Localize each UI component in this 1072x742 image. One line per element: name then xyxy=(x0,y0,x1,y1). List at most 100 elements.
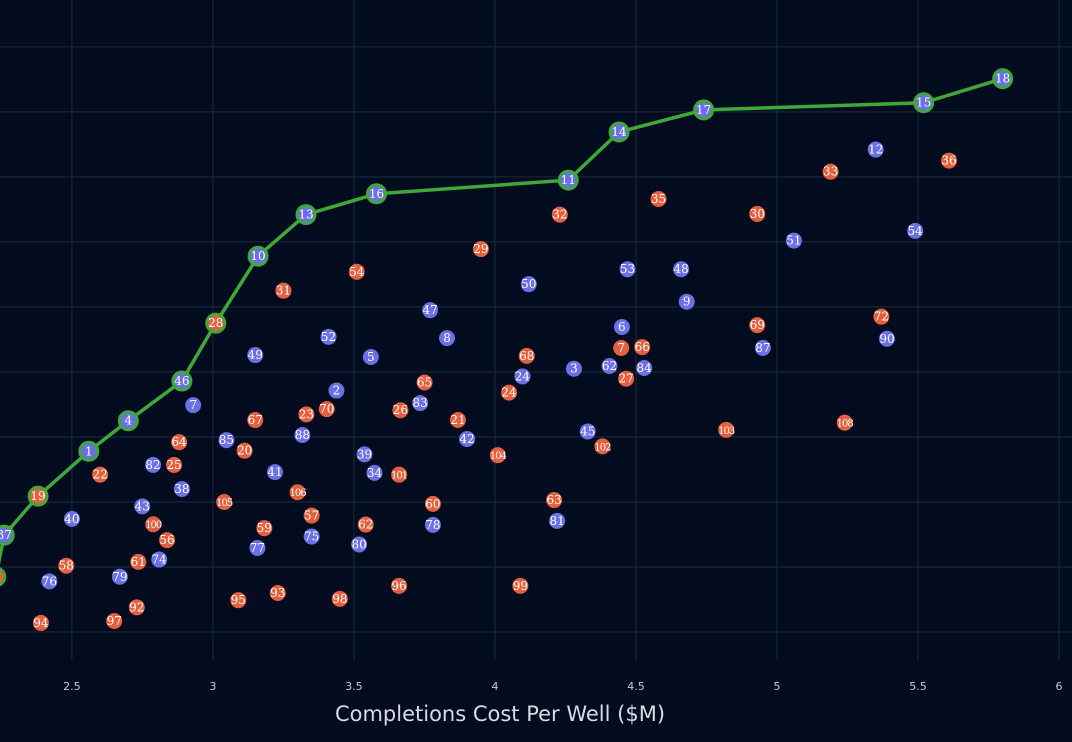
scatter-point-blue-dot xyxy=(459,430,476,447)
scatter-point-orange-dot xyxy=(298,406,315,423)
scatter-point-blue-label: 5 xyxy=(367,350,375,364)
scatter-point-orange-label: 31 xyxy=(276,284,291,298)
scatter-point-blue-dot xyxy=(320,328,337,345)
scatter-point-orange-dot xyxy=(449,412,466,429)
scatter-point-orange: 105 xyxy=(216,493,234,510)
scatter-point-blue: 53 xyxy=(619,261,636,278)
scatter-point-orange-dot xyxy=(613,339,630,356)
scatter-point-orange-dot xyxy=(58,557,75,574)
scatter-point-orange-label: 95 xyxy=(231,593,246,607)
scatter-point-orange: 101 xyxy=(391,466,408,483)
x-tick-label: 5.5 xyxy=(909,680,927,693)
scatter-point-orange: 57 xyxy=(303,507,320,524)
scatter-point-orange: 64 xyxy=(171,434,188,451)
scatter-point-orange-dot xyxy=(650,190,667,207)
scatter-point-blue-label: 54 xyxy=(908,224,924,238)
x-tick-label: 4.5 xyxy=(627,680,645,693)
frontier-point: 18 xyxy=(992,68,1014,90)
scatter-point-blue-dot xyxy=(151,551,168,568)
scatter-point-orange-label: 92 xyxy=(129,600,144,614)
scatter-point-blue: 5 xyxy=(362,348,379,365)
scatter-point-blue: 90 xyxy=(878,330,895,347)
scatter-point-orange-label: 32 xyxy=(552,208,567,222)
scatter-point-orange: 106 xyxy=(289,484,307,501)
scatter-point-orange-label: 105 xyxy=(216,498,233,509)
scatter-point-orange-dot xyxy=(256,520,273,537)
scatter-point-orange: 97 xyxy=(106,612,123,629)
scatter-point-blue-dot xyxy=(520,276,537,293)
scatter-point-orange-dot xyxy=(718,421,735,438)
scatter-point-orange: 94 xyxy=(32,614,49,631)
scatter-point-blue-label: 83 xyxy=(413,396,428,410)
scatter-point-blue: 43 xyxy=(134,498,151,515)
scatter-point-orange-label: 67 xyxy=(248,413,263,427)
scatter-point-blue-dot xyxy=(362,348,379,365)
scatter-point-blue-label: 39 xyxy=(357,447,372,461)
scatter-point-blue-dot xyxy=(41,573,58,590)
scatter-point-blue-dot xyxy=(907,222,924,239)
scatter-point-orange: 62 xyxy=(357,516,374,533)
scatter-point-blue: 3 xyxy=(565,360,582,377)
scatter-point-blue-label: 7 xyxy=(189,398,197,412)
frontier-point-dot xyxy=(205,312,227,334)
scatter-point-blue-label: 41 xyxy=(267,465,282,479)
scatter-point-blue-label: 2 xyxy=(333,384,341,398)
scatter-point-blue: 45 xyxy=(579,423,596,440)
scatter-point-blue-label: 78 xyxy=(425,518,440,532)
frontier-point-dot xyxy=(608,121,630,143)
scatter-point-orange-label: 64 xyxy=(171,435,187,449)
frontier-point-label: 4 xyxy=(125,414,133,428)
scatter-point-orange: 61 xyxy=(130,553,147,570)
scatter-point-blue-dot xyxy=(351,536,368,553)
scatter-point-orange: 99 xyxy=(512,577,529,594)
frontier-point: 46 xyxy=(171,370,193,392)
scatter-point-blue-dot xyxy=(514,368,531,385)
scatter-point-blue-label: 24 xyxy=(515,369,531,383)
scatter-point-blue-label: 8 xyxy=(443,331,451,345)
scatter-point-blue-dot xyxy=(63,510,80,527)
x-axis-label: Completions Cost Per Well ($M) xyxy=(334,702,666,726)
scatter-point-orange-dot xyxy=(873,308,890,325)
frontier-point: 15 xyxy=(913,92,935,114)
scatter-point-blue: 34 xyxy=(366,464,383,481)
scatter-point-blue: 80 xyxy=(351,536,368,553)
scatter-point-orange-dot xyxy=(634,339,651,356)
frontier-point-dot xyxy=(78,440,100,462)
frontier-point-dot xyxy=(557,169,579,191)
scatter-point-blue: 77 xyxy=(249,539,266,556)
frontier-point-label: 16 xyxy=(369,187,384,201)
frontier-point-label: 28 xyxy=(208,316,223,330)
scatter-point-orange-label: 70 xyxy=(319,402,334,416)
scatter-point-blue: 75 xyxy=(303,528,320,545)
scatter-point-orange-label: 97 xyxy=(107,614,122,628)
scatter-point-orange-dot xyxy=(230,592,247,609)
scatter-point-blue-label: 49 xyxy=(248,348,263,362)
scatter-point-blue-label: 75 xyxy=(304,530,319,544)
frontier-point-label: 17 xyxy=(696,103,711,117)
scatter-point-orange: 67 xyxy=(247,412,264,429)
scatter-point-orange: 92 xyxy=(128,599,145,616)
frontier-point: 10 xyxy=(247,245,269,267)
frontier-point: 19 xyxy=(27,485,49,507)
scatter-point-orange-label: 63 xyxy=(546,493,561,507)
scatter-point-orange-label: 59 xyxy=(257,521,272,535)
scatter-point-orange-dot xyxy=(391,577,408,594)
frontier-point-label: 18 xyxy=(995,72,1010,86)
scatter-point-blue: 39 xyxy=(356,446,373,463)
scatter-point-blue-label: 6 xyxy=(618,320,626,334)
scatter-point-blue-label: 84 xyxy=(637,361,653,375)
scatter-point-blue-dot xyxy=(328,382,345,399)
scatter-point-blue: 87 xyxy=(754,339,771,356)
scatter-point-orange: 65 xyxy=(416,374,433,391)
scatter-point-blue: 41 xyxy=(266,464,283,481)
scatter-point-orange-label: 29 xyxy=(473,242,488,256)
scatter-point-blue-label: 53 xyxy=(620,262,635,276)
scatter-point-orange-label: 102 xyxy=(594,442,611,453)
scatter-point-orange-dot xyxy=(472,241,489,258)
scatter-point-blue-dot xyxy=(356,446,373,463)
scatter-point-orange: 66 xyxy=(634,339,651,356)
scatter-point-orange: 59 xyxy=(256,520,273,537)
scatter-point-orange-dot xyxy=(269,585,286,602)
scatter-point-blue-label: 62 xyxy=(602,359,617,373)
